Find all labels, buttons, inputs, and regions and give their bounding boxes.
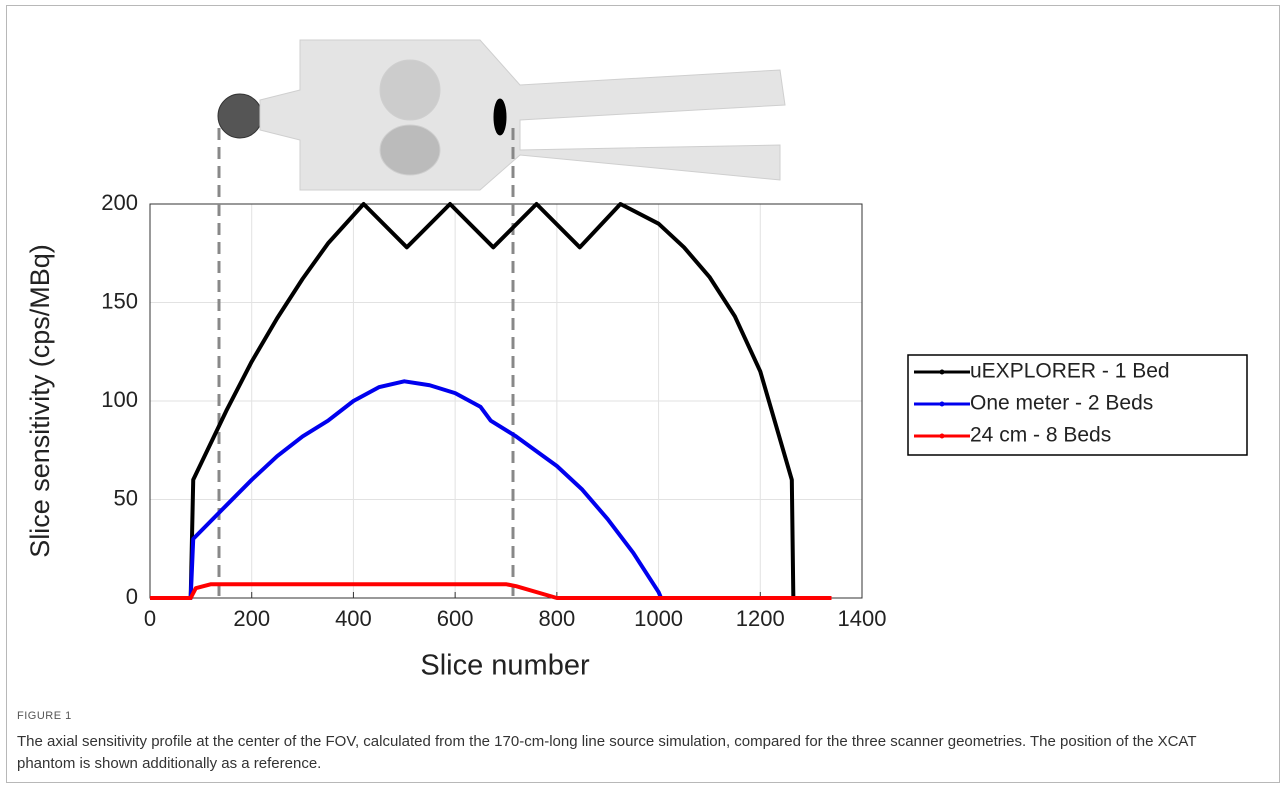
phantom-image xyxy=(217,39,786,191)
x-axis-label: Slice number xyxy=(420,650,590,682)
data-line xyxy=(150,582,832,600)
y-tick-label: 0 xyxy=(126,584,138,609)
caption-text: The axial sensitivity profile at the cen… xyxy=(17,733,1197,772)
figure-frame xyxy=(6,5,1280,783)
x-tick-label: 200 xyxy=(233,606,270,631)
y-axis-label: Slice sensitivity (cps/MBq) xyxy=(25,244,55,558)
data-line xyxy=(150,379,832,600)
x-tick-label: 800 xyxy=(538,606,575,631)
x-tick-label: 1400 xyxy=(838,606,887,631)
y-tick-label: 100 xyxy=(101,387,138,412)
y-tick-label: 200 xyxy=(101,190,138,215)
chart: Slice sensitivity (cps/MBq) Slice number… xyxy=(25,39,1248,682)
legend-label: One meter - 2 Beds xyxy=(970,392,1153,415)
caption-label: FIGURE 1 xyxy=(17,710,72,722)
legend-marker xyxy=(939,401,945,407)
legend-label: 24 cm - 8 Beds xyxy=(970,424,1111,447)
plot-box xyxy=(149,203,863,599)
data-line xyxy=(150,202,832,600)
y-tick-label: 50 xyxy=(114,485,138,510)
x-tick-label: 400 xyxy=(335,606,372,631)
legend-label: uEXPLORER - 1 Bed xyxy=(970,360,1170,383)
legend-marker xyxy=(939,369,945,375)
y-tick-label: 150 xyxy=(101,288,138,313)
legend-marker xyxy=(939,433,945,439)
x-tick-label: 0 xyxy=(144,606,156,631)
x-tick-label: 1000 xyxy=(634,606,683,631)
x-tick-label: 600 xyxy=(437,606,474,631)
x-tick-label: 1200 xyxy=(736,606,785,631)
